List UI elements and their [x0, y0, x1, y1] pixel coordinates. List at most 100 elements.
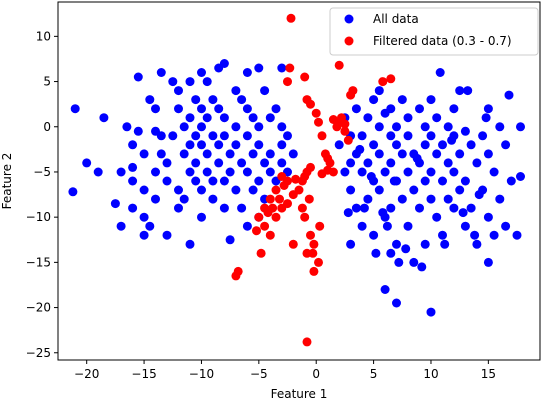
point-all-data-16: [139, 185, 149, 195]
point-all-data-19: [145, 221, 155, 231]
point-all-data-90: [254, 63, 264, 73]
point-all-data-169: [426, 307, 436, 317]
point-all-data-35: [174, 185, 183, 195]
x-tick-label-20: −20: [74, 367, 99, 381]
point-filtered-data-0-3-0-7-58: [275, 194, 284, 204]
point-all-data-82: [242, 68, 252, 77]
y-tick-label-20: −20: [26, 301, 51, 315]
point-filtered-data-0-3-0-7-23: [328, 115, 338, 124]
point-filtered-data-0-3-0-7-61: [268, 203, 278, 213]
point-all-data-31: [168, 77, 178, 87]
point-all-data-179: [449, 104, 459, 114]
point-filtered-data-0-3-0-7-63: [315, 221, 325, 231]
point-all-data-124: [363, 158, 373, 168]
point-all-data-69: [219, 131, 229, 141]
point-filtered-data-0-3-0-7-6: [311, 108, 321, 118]
point-filtered-data-0-3-0-7-46: [314, 257, 323, 267]
point-all-data-195: [483, 104, 493, 114]
point-all-data-21: [151, 104, 160, 114]
point-all-data-7: [116, 221, 126, 231]
y-tick-label-10: −10: [26, 210, 51, 224]
y-tick-label-15: −15: [26, 255, 51, 269]
point-all-data-89: [248, 185, 258, 195]
point-filtered-data-0-3-0-7-28: [297, 176, 307, 186]
point-filtered-data-0-3-0-7-60: [252, 226, 261, 236]
point-all-data-143: [392, 122, 401, 132]
point-all-data-56: [202, 113, 212, 123]
point-all-data-174: [438, 176, 447, 186]
point-all-data-101: [271, 104, 281, 114]
point-all-data-224: [394, 257, 404, 267]
x-axis: −20 −15 −10 −5 0 5 10 15: [74, 360, 496, 381]
point-all-data-62: [208, 194, 218, 204]
point-all-data-176: [443, 122, 453, 132]
point-all-data-8: [122, 122, 132, 132]
point-all-data-40: [185, 113, 195, 123]
point-filtered-data-0-3-0-7-43: [300, 212, 310, 222]
point-all-data-185: [455, 185, 465, 195]
point-all-data-84: [242, 131, 252, 141]
point-all-data-212: [447, 135, 457, 145]
point-all-data-129: [369, 230, 379, 240]
point-filtered-data-0-3-0-7-39: [271, 212, 281, 222]
x-tick-label-15: 15: [481, 367, 496, 381]
point-filtered-data-0-3-0-7-5: [306, 99, 315, 109]
point-all-data-52: [197, 140, 206, 150]
point-all-data-115: [346, 185, 356, 195]
point-filtered-data-0-3-0-7-21: [386, 74, 396, 84]
point-all-data-146: [392, 239, 401, 249]
point-all-data-80: [237, 158, 247, 168]
point-all-data-223: [382, 221, 392, 231]
point-all-data-205: [506, 176, 516, 186]
point-all-data-75: [231, 86, 241, 96]
point-all-data-28: [162, 158, 172, 168]
point-all-data-147: [392, 298, 401, 308]
point-filtered-data-0-3-0-7-50: [256, 248, 266, 258]
point-all-data-206: [512, 230, 522, 240]
x-tick-label-5: −5: [250, 367, 268, 381]
point-all-data-105: [277, 140, 287, 150]
point-filtered-data-0-3-0-7-19: [348, 86, 358, 96]
point-all-data-219: [355, 144, 365, 154]
point-filtered-data-0-3-0-7-36: [254, 212, 264, 222]
point-all-data-138: [386, 104, 396, 114]
point-all-data-173: [438, 140, 447, 150]
point-filtered-data-0-3-0-7-49: [288, 239, 298, 249]
point-all-data-149: [397, 149, 407, 159]
point-all-data-229: [474, 190, 484, 200]
point-all-data-42: [185, 140, 195, 150]
point-all-data-210: [481, 113, 491, 123]
point-filtered-data-0-3-0-7-22: [334, 60, 344, 70]
point-all-data-61: [208, 176, 218, 186]
point-all-data-158: [415, 104, 424, 114]
point-all-data-186: [460, 126, 470, 136]
point-all-data-78: [231, 185, 241, 195]
point-filtered-data-0-3-0-7-1: [285, 63, 295, 73]
point-filtered-data-0-3-0-7-57: [279, 181, 289, 190]
point-all-data-1: [68, 187, 78, 197]
point-all-data-184: [455, 149, 465, 159]
point-all-data-217: [378, 208, 388, 218]
point-all-data-103: [277, 63, 287, 73]
point-all-data-119: [351, 203, 361, 213]
point-all-data-220: [343, 208, 353, 218]
point-all-data-162: [420, 140, 430, 150]
point-filtered-data-0-3-0-7-3: [300, 72, 310, 82]
legend-label-filtered-data: Filtered data (0.3 - 0.7): [373, 34, 512, 48]
point-all-data-32: [168, 131, 178, 141]
point-all-data-175: [438, 230, 447, 240]
point-all-data-183: [455, 86, 465, 96]
point-all-data-177: [443, 158, 453, 168]
point-all-data-34: [174, 86, 183, 96]
point-all-data-48: [191, 176, 201, 186]
point-all-data-2: [82, 158, 92, 168]
point-all-data-59: [208, 95, 218, 105]
point-all-data-38: [179, 149, 189, 159]
point-all-data-203: [501, 140, 511, 150]
point-all-data-182: [449, 203, 459, 213]
legend: All data Filtered data (0.3 - 0.7): [329, 7, 539, 56]
point-all-data-225: [417, 262, 427, 272]
point-all-data-131: [374, 122, 384, 132]
point-filtered-data-0-3-0-7-42: [297, 203, 307, 213]
